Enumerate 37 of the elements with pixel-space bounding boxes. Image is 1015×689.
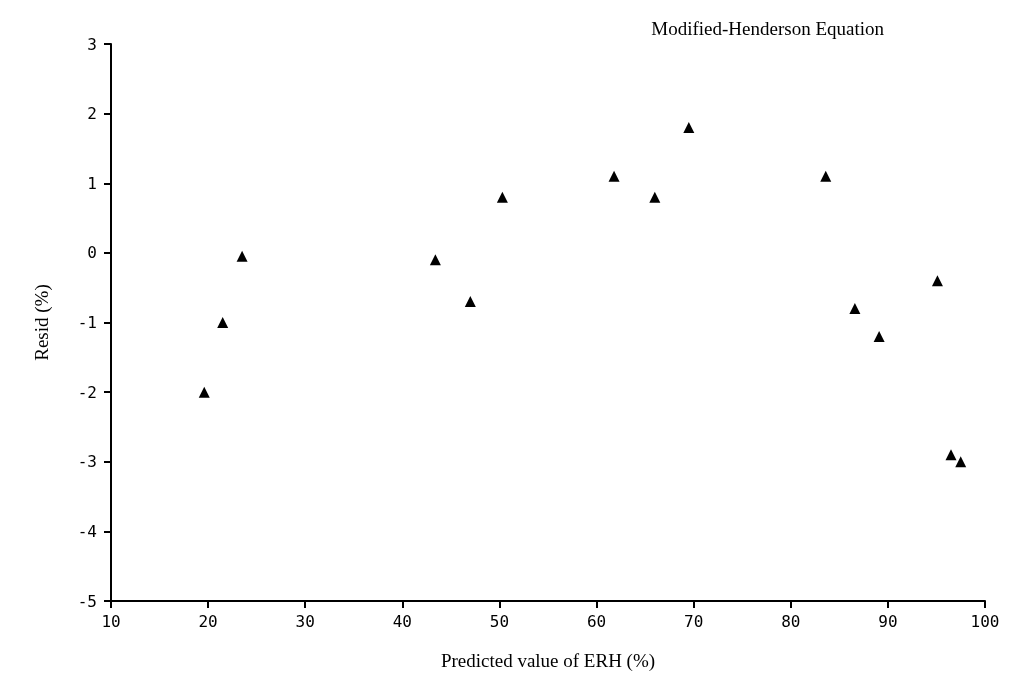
y-tick-label: 2 (87, 104, 97, 124)
point (217, 317, 229, 328)
point (608, 170, 620, 182)
y-tick-label: -5 (77, 591, 97, 611)
x-tick-label: 20 (198, 611, 218, 631)
y-tick-label: -2 (77, 382, 97, 402)
x-tick-label: 30 (295, 611, 315, 631)
point (945, 449, 957, 461)
point (236, 250, 248, 262)
x-tick-label: 60 (586, 611, 607, 631)
point (649, 191, 661, 203)
point (496, 191, 508, 203)
x-tick-label: 90 (878, 611, 898, 631)
y-tick-label: 3 (87, 34, 97, 54)
y-tick-label: -3 (77, 452, 97, 472)
x-tick-label: 80 (781, 611, 801, 631)
x-tick-label: 40 (392, 611, 412, 631)
point (849, 303, 861, 315)
x-tick-label: 50 (489, 611, 510, 631)
x-tick-label: 10 (101, 611, 121, 631)
y-tick-label: -4 (77, 521, 97, 541)
x-tick-label: 70 (684, 611, 704, 631)
y-axis-title: Resid (%) (31, 284, 53, 361)
y-tick-label: -1 (77, 313, 97, 332)
point (683, 122, 695, 134)
point (429, 254, 441, 266)
point (955, 456, 967, 468)
point (873, 330, 885, 342)
y-tick-label: 1 (87, 173, 97, 193)
point (820, 170, 832, 182)
point (931, 275, 943, 287)
chart-title: Modified-Henderson Equation (651, 18, 885, 39)
y-tick-label: 0 (87, 243, 97, 263)
x-tick-label: 100 (970, 611, 1000, 631)
point (464, 296, 476, 308)
x-axis-title: Predicted value of ERH (%) (440, 650, 656, 672)
point (198, 386, 210, 398)
